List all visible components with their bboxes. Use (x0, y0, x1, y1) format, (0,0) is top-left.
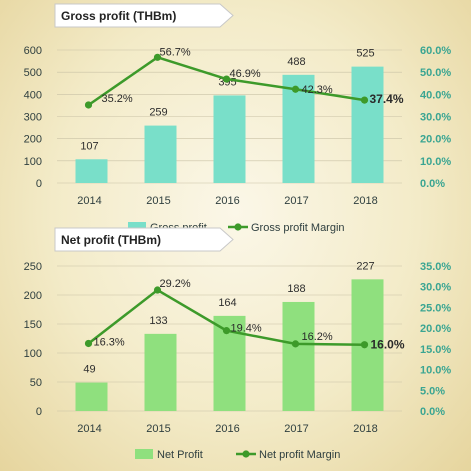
y-tick-label: 50 (30, 377, 42, 389)
legend-swatch-bar (128, 222, 146, 232)
y2-tick-label: 35.0% (420, 261, 451, 273)
bar (75, 382, 108, 411)
chart-title-banner (54, 227, 234, 252)
margin-label: 42.3% (302, 84, 333, 96)
bar (144, 333, 177, 411)
y-tick-label: 100 (24, 156, 42, 168)
bar-value-label: 188 (287, 283, 305, 295)
legend-label-line: Gross profit Margin (251, 222, 345, 234)
bar (144, 125, 177, 183)
margin-label: 56.7% (160, 46, 191, 58)
bar (75, 159, 108, 183)
bar-value-label: 227 (356, 260, 374, 272)
y-tick-label: 250 (24, 261, 42, 273)
y2-tick-label: 0.0% (420, 406, 445, 418)
margin-point (222, 327, 231, 335)
y2-tick-label: 15.0% (420, 344, 451, 356)
chart-title: Gross profit (THBm) (61, 9, 176, 23)
y2-tick-label: 60.0% (420, 45, 451, 57)
margin-label: 19.4% (231, 323, 262, 335)
y2-tick-label: 5.0% (420, 385, 445, 397)
margin-point (360, 96, 369, 104)
bar (213, 95, 246, 183)
bar (282, 301, 315, 411)
margin-point (360, 341, 369, 349)
bar-value-label: 259 (149, 107, 167, 119)
x-tick-label: 2018 (353, 423, 377, 435)
y-tick-label: 200 (24, 134, 42, 146)
y2-tick-label: 10.0% (420, 156, 451, 168)
y2-tick-label: 20.0% (420, 134, 451, 146)
margin-point (84, 339, 93, 348)
legend-swatch-point (242, 450, 250, 458)
margin-point (222, 75, 231, 83)
margin-label: 16.3% (94, 336, 125, 348)
margin-point (291, 340, 300, 348)
x-tick-label: 2018 (353, 195, 377, 207)
y2-tick-label: 40.0% (420, 89, 451, 101)
margin-label: 16.2% (302, 331, 333, 343)
margin-point (291, 85, 300, 93)
x-tick-label: 2017 (284, 195, 308, 207)
x-tick-label: 2016 (215, 423, 239, 435)
x-tick-label: 2015 (146, 423, 170, 435)
legend-swatch-point (234, 223, 242, 231)
y-tick-label: 300 (24, 112, 42, 124)
y-tick-label: 100 (24, 348, 42, 360)
y-tick-label: 200 (24, 290, 42, 302)
bar-value-label: 49 (83, 364, 95, 376)
bar-value-label: 488 (287, 56, 305, 68)
bar-value-label: 107 (80, 140, 98, 152)
y-tick-label: 0 (36, 406, 42, 418)
chart-title-banner (54, 3, 234, 28)
margin-label: 16.0% (371, 338, 405, 352)
y-tick-label: 150 (24, 319, 42, 331)
margin-label: 29.2% (160, 278, 191, 290)
y2-tick-label: 20.0% (420, 323, 451, 335)
x-tick-label: 2017 (284, 423, 308, 435)
x-tick-label: 2014 (77, 423, 101, 435)
y2-tick-label: 10.0% (420, 365, 451, 377)
x-tick-label: 2015 (146, 195, 170, 207)
x-tick-label: 2014 (77, 195, 101, 207)
y2-tick-label: 30.0% (420, 282, 451, 294)
margin-label: 46.9% (230, 68, 261, 80)
margin-point (84, 101, 93, 109)
margin-point (153, 53, 162, 61)
y-tick-label: 600 (24, 45, 42, 57)
y-tick-label: 0 (36, 178, 42, 190)
legend-label-line: Net profit Margin (259, 449, 340, 461)
bar-value-label: 164 (218, 297, 236, 309)
bar-value-label: 525 (356, 48, 374, 60)
y2-tick-label: 0.0% (420, 178, 445, 190)
y2-tick-label: 30.0% (420, 112, 451, 124)
legend-label-bar: Net Profit (157, 449, 203, 461)
y2-tick-label: 50.0% (420, 67, 451, 79)
legend-swatch-bar (135, 449, 153, 459)
margin-label: 37.4% (370, 92, 404, 106)
bar-value-label: 133 (149, 315, 167, 327)
bar (351, 66, 384, 183)
margin-label: 35.2% (102, 93, 133, 105)
x-tick-label: 2016 (215, 195, 239, 207)
chart-title: Net profit (THBm) (61, 233, 161, 247)
y-tick-label: 400 (24, 89, 42, 101)
margin-point (153, 286, 162, 294)
bar (282, 74, 315, 183)
y-tick-label: 500 (24, 67, 42, 79)
y2-tick-label: 25.0% (420, 302, 451, 314)
